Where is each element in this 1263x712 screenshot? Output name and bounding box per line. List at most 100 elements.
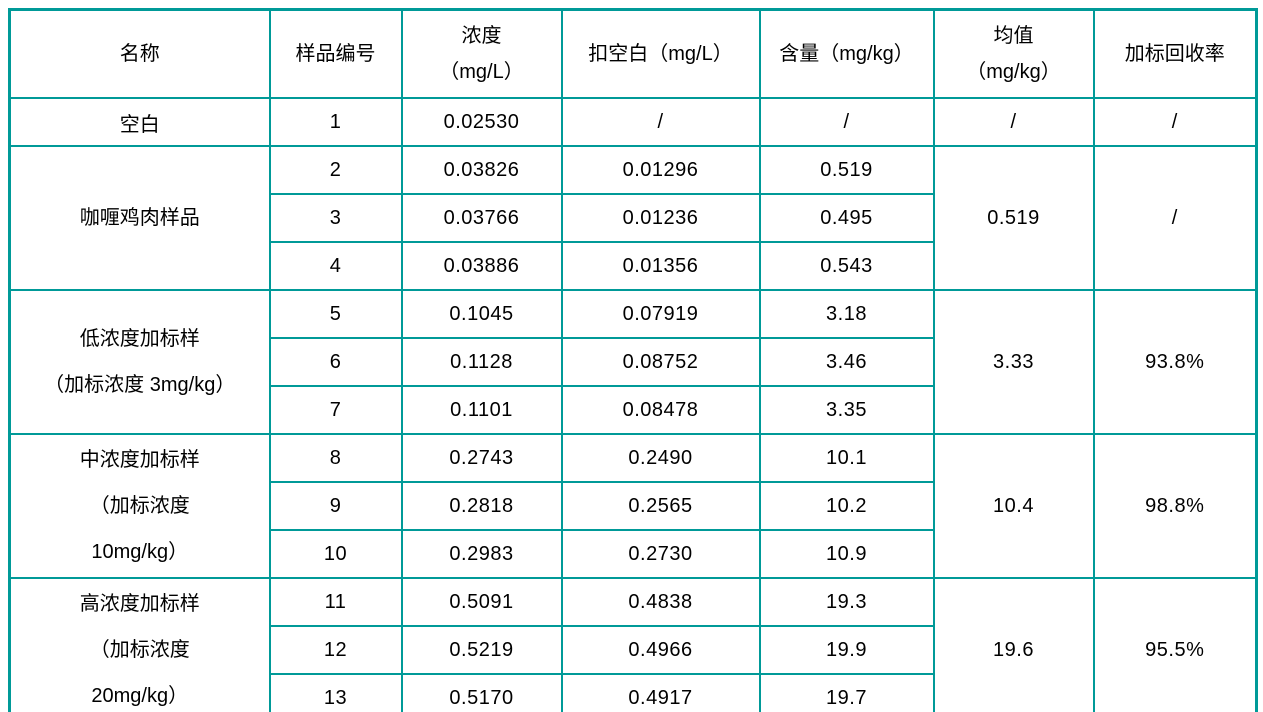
group-name-line: 高浓度加标样 xyxy=(79,593,200,615)
cell-blank-subtracted: 0.2490 xyxy=(560,433,761,483)
group-name-line: （加标浓度 xyxy=(89,639,190,661)
group-name-line: 20mg/kg） xyxy=(91,685,189,707)
cell-sample-no: 2 xyxy=(268,145,403,195)
header-sample-no: 样品编号 xyxy=(268,8,403,99)
cell-group-recovery: 93.8% xyxy=(1092,289,1258,435)
header-concentration: 浓度 （mg/L） xyxy=(400,8,563,99)
cell-content: 0.519 xyxy=(758,145,935,195)
cell-blank-subtracted: 0.4966 xyxy=(560,625,761,675)
cell-content: 10.2 xyxy=(758,481,935,531)
cell-content: 3.35 xyxy=(758,385,935,435)
table-row: 中浓度加标样 （加标浓度 10mg/kg） 8 0.2743 0.2490 10… xyxy=(8,433,1258,579)
cell-name: 空白 xyxy=(8,97,271,147)
cell-sample-no: 10 xyxy=(268,529,403,579)
table-row: 低浓度加标样 （加标浓度 3mg/kg） 5 0.1045 0.07919 3.… xyxy=(8,289,1258,435)
cell-content: 3.18 xyxy=(758,289,935,339)
cell-group-mean: 3.33 xyxy=(932,289,1095,435)
cell-group-mean: 0.519 xyxy=(932,145,1095,291)
header-concentration-line1: 浓度 xyxy=(461,25,502,47)
group-name-line: 中浓度加标样 xyxy=(79,449,200,471)
header-row: 名称 样品编号 浓度 （mg/L） 扣空白（mg/L） 含量（mg/kg） 均值… xyxy=(8,8,1258,99)
cell-blank-subtracted: 0.4838 xyxy=(560,577,761,627)
group-name-line: （加标浓度 xyxy=(89,495,190,517)
group-name-line: 咖喱鸡肉样品 xyxy=(79,207,200,229)
cell-content: 19.7 xyxy=(758,673,935,712)
cell-sample-no: 6 xyxy=(268,337,403,387)
group-name-curry-chicken: 咖喱鸡肉样品 xyxy=(8,145,271,291)
cell-mean: / xyxy=(932,97,1095,147)
header-concentration-line2: （mg/L） xyxy=(439,61,524,83)
cell-concentration: 0.03886 xyxy=(400,241,563,291)
cell-group-recovery: 95.5% xyxy=(1092,577,1258,712)
table-row: 高浓度加标样 （加标浓度 20mg/kg） 11 0.5091 0.4838 1… xyxy=(8,577,1258,712)
cell-concentration: 0.1128 xyxy=(400,337,563,387)
cell-concentration: 0.03826 xyxy=(400,145,563,195)
header-content: 含量（mg/kg） xyxy=(758,8,935,99)
cell-blank-subtracted: 0.01236 xyxy=(560,193,761,243)
cell-sample-no: 3 xyxy=(268,193,403,243)
cell-sample-no: 13 xyxy=(268,673,403,712)
cell-blank-subtracted: 0.4917 xyxy=(560,673,761,712)
table-row: 3 0.03766 0.01236 0.495 xyxy=(10,193,1257,243)
cell-blank-subtracted: / xyxy=(560,97,761,147)
group-name-line: 10mg/kg） xyxy=(91,541,189,563)
cell-blank-subtracted: 0.01296 xyxy=(560,145,761,195)
cell-sample-no: 12 xyxy=(268,625,403,675)
table-row: 12 0.5219 0.4966 19.9 xyxy=(10,625,1257,675)
cell-blank-subtracted: 0.07919 xyxy=(560,289,761,339)
group-name-high-spike: 高浓度加标样 （加标浓度 20mg/kg） xyxy=(8,577,271,712)
cell-blank-subtracted: 0.2565 xyxy=(560,481,761,531)
header-mean: 均值 （mg/kg） xyxy=(932,8,1095,99)
cell-concentration: 0.2983 xyxy=(400,529,563,579)
group-name-line: 低浓度加标样 xyxy=(79,328,200,350)
group-name-mid-spike: 中浓度加标样 （加标浓度 10mg/kg） xyxy=(8,433,271,579)
table-row: 6 0.1128 0.08752 3.46 xyxy=(10,337,1257,387)
cell-sample-no: 11 xyxy=(268,577,403,627)
cell-concentration: 0.02530 xyxy=(400,97,563,147)
cell-sample-no: 7 xyxy=(268,385,403,435)
cell-sample-no: 5 xyxy=(268,289,403,339)
cell-content: / xyxy=(758,97,935,147)
table-row: 10 0.2983 0.2730 10.9 xyxy=(10,529,1257,579)
cell-content: 19.3 xyxy=(758,577,935,627)
group-name-line: （加标浓度 3mg/kg） xyxy=(44,374,236,396)
cell-concentration: 0.1101 xyxy=(400,385,563,435)
header-blank-subtracted: 扣空白（mg/L） xyxy=(560,8,761,99)
cell-group-recovery: / xyxy=(1092,145,1258,291)
header-mean-line2: （mg/kg） xyxy=(966,61,1061,83)
cell-group-mean: 19.6 xyxy=(932,577,1095,712)
cell-concentration: 0.2818 xyxy=(400,481,563,531)
cell-content: 3.46 xyxy=(758,337,935,387)
header-name: 名称 xyxy=(8,8,271,99)
cell-content: 10.1 xyxy=(758,433,935,483)
cell-blank-subtracted: 0.08752 xyxy=(560,337,761,387)
cell-concentration: 0.5219 xyxy=(400,625,563,675)
header-mean-line1: 均值 xyxy=(993,25,1034,47)
cell-content: 0.543 xyxy=(758,241,935,291)
cell-concentration: 0.1045 xyxy=(400,289,563,339)
cell-blank-subtracted: 0.08478 xyxy=(560,385,761,435)
cell-sample-no: 1 xyxy=(268,97,403,147)
cell-group-recovery: 98.8% xyxy=(1092,433,1258,579)
table-row: 13 0.5170 0.4917 19.7 xyxy=(10,673,1257,712)
table-row-blank: 空白 1 0.02530 / / / / xyxy=(8,97,1258,147)
cell-content: 19.9 xyxy=(758,625,935,675)
header-recovery: 加标回收率 xyxy=(1092,8,1258,99)
cell-content: 0.495 xyxy=(758,193,935,243)
table-row: 9 0.2818 0.2565 10.2 xyxy=(10,481,1257,531)
cell-concentration: 0.03766 xyxy=(400,193,563,243)
cell-sample-no: 4 xyxy=(268,241,403,291)
cell-concentration: 0.2743 xyxy=(400,433,563,483)
cell-blank-subtracted: 0.2730 xyxy=(560,529,761,579)
cell-blank-subtracted: 0.01356 xyxy=(560,241,761,291)
table-row: 咖喱鸡肉样品 2 0.03826 0.01296 0.519 0.519 / xyxy=(8,145,1258,291)
cell-concentration: 0.5091 xyxy=(400,577,563,627)
table-row: 4 0.03886 0.01356 0.543 xyxy=(10,241,1257,291)
recovery-results-table: 名称 样品编号 浓度 （mg/L） 扣空白（mg/L） 含量（mg/kg） 均值… xyxy=(8,8,1258,712)
cell-recovery: / xyxy=(1092,97,1258,147)
cell-content: 10.9 xyxy=(758,529,935,579)
cell-group-mean: 10.4 xyxy=(932,433,1095,579)
cell-sample-no: 8 xyxy=(268,433,403,483)
cell-sample-no: 9 xyxy=(268,481,403,531)
